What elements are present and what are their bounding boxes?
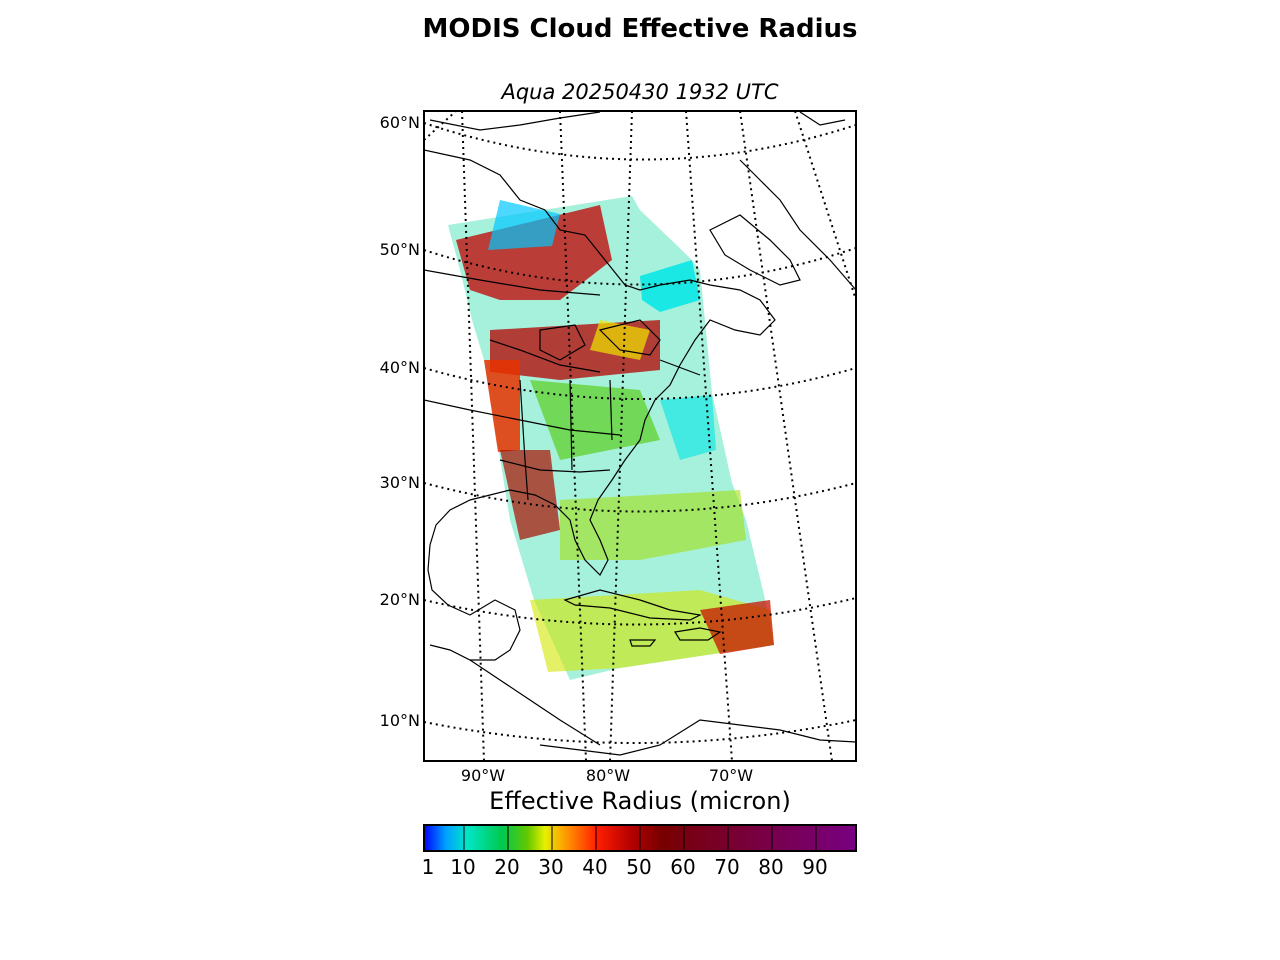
lon-label-70w: 70°W — [708, 766, 754, 785]
colorbar-tick: 10 — [450, 855, 476, 879]
colorbar — [423, 824, 857, 852]
lon-label-90w: 90°W — [460, 766, 506, 785]
colorbar-tick: 1 — [421, 855, 435, 879]
colorbar-tick: 90 — [802, 855, 828, 879]
colorbar-tick: 30 — [538, 855, 564, 879]
chart-subtitle: Aqua 20250430 1932 UTC — [501, 80, 779, 104]
lat-label-50n: 50°N — [379, 240, 420, 259]
chart-title: MODIS Cloud Effective Radius — [422, 14, 858, 44]
colorbar-tick: 40 — [582, 855, 608, 879]
colorbar-tick: 60 — [670, 855, 696, 879]
lat-label-40n: 40°N — [379, 358, 420, 377]
colorbar-tick: 50 — [626, 855, 652, 879]
lat-label-60n: 60°N — [379, 113, 420, 132]
cloud-swath — [448, 196, 774, 680]
colorbar-title: Effective Radius (micron) — [489, 787, 791, 815]
map-area — [424, 111, 856, 761]
map-frame — [423, 110, 857, 762]
colorbar-dividers — [463, 825, 817, 851]
lon-label-80w: 80°W — [585, 766, 631, 785]
lat-label-20n: 20°N — [379, 590, 420, 609]
graticule — [424, 111, 856, 761]
lat-label-30n: 30°N — [379, 473, 420, 492]
colorbar-frame — [423, 824, 857, 852]
colorbar-tick: 70 — [714, 855, 740, 879]
lat-label-10n: 10°N — [379, 711, 420, 730]
colorbar-tick: 80 — [758, 855, 784, 879]
colorbar-tick: 20 — [494, 855, 520, 879]
